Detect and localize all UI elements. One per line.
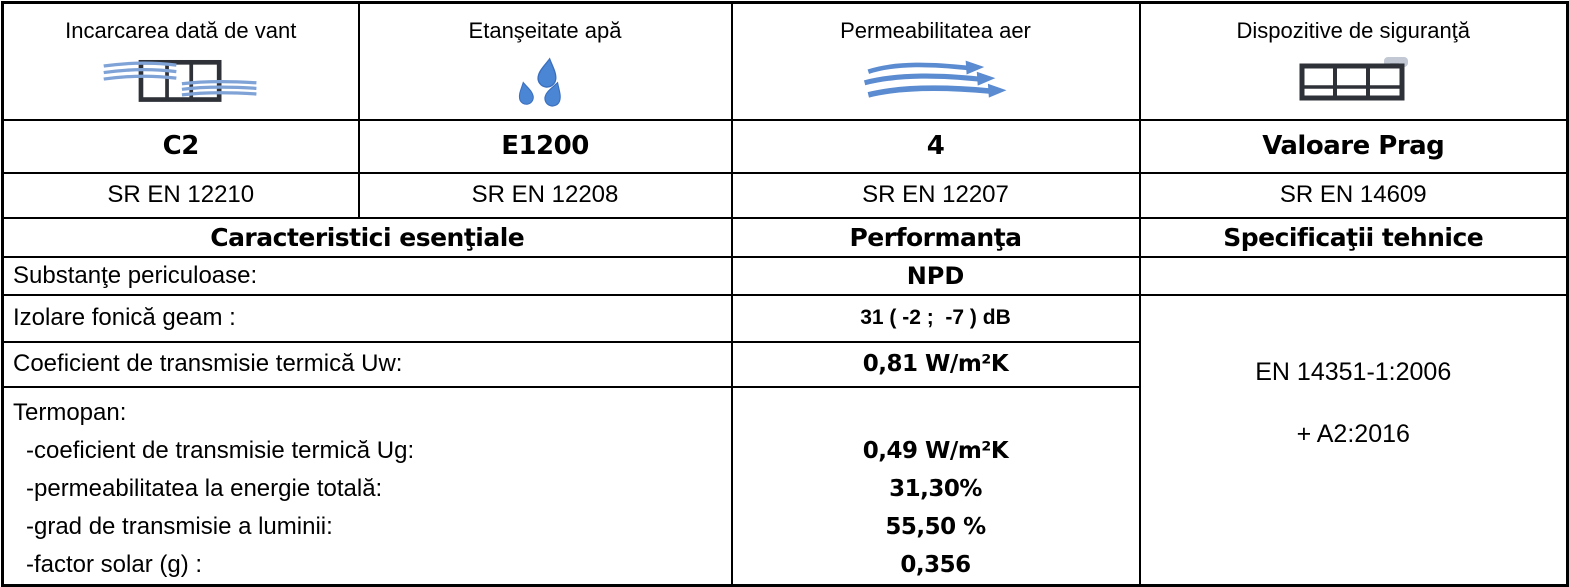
- water-tightness-class: E1200: [357, 118, 733, 174]
- termopan-value-spacer: [734, 394, 1138, 432]
- acoustic-insulation-label: Izolare fonică geam :: [1, 293, 733, 343]
- spec-standard-cell: EN 14351-1:2006 + A2:2016: [1138, 293, 1569, 586]
- air-permeability-label: Permeabilitatea aer: [840, 18, 1031, 43]
- wind-load-label: Incarcarea dată de vant: [65, 18, 297, 43]
- performance-header: Performanţa: [730, 216, 1141, 258]
- technical-specs-header: Specificaţii tehnice: [1138, 216, 1569, 258]
- air-permeability-standard: SR EN 12207: [730, 171, 1141, 219]
- uw-coefficient-row: Coeficient de transmisie termică Uw: 0,8…: [1, 340, 1568, 388]
- termopan-light-label: -grad de transmisie a luminii:: [26, 512, 333, 540]
- air-permeability-class: 4: [730, 118, 1141, 174]
- class-values-row: C2 E1200 4 Valoare Prag: [1, 118, 1569, 174]
- termopan-energy-label: -permeabilitatea la energie totală:: [26, 474, 383, 502]
- section-header-row: Caracteristici esenţiale Performanţa Spe…: [1, 216, 1569, 258]
- hazardous-substances-row: Substanţe periculoase: NPD: [1, 255, 1569, 296]
- termopan-ug-value: 0,49 W/m²K: [862, 437, 1009, 464]
- spec-standard-line1: EN 14351-1:2006: [1255, 357, 1452, 386]
- safety-devices-class: Valoare Prag: [1138, 118, 1569, 174]
- termopan-solar-label: -factor solar (g) :: [26, 550, 203, 578]
- safety-devices-standard: SR EN 14609: [1138, 171, 1569, 219]
- essential-characteristics-header: Caracteristici esenţiale: [1, 216, 733, 258]
- hazardous-substances-value: NPD: [730, 255, 1141, 296]
- termopan-labels-cell: Termopan: -coeficient de transmisie term…: [1, 385, 733, 586]
- termopan-light-value: 55,50 %: [885, 513, 986, 540]
- water-tightness-label: Etanşeitate apă: [468, 18, 622, 43]
- air-waves-icon: [734, 50, 1138, 110]
- hazardous-substances-spec-cell-empty: [1138, 255, 1569, 296]
- uw-coefficient-value: 0,81 W/m²K: [730, 340, 1141, 388]
- uw-coefficient-label: Coeficient de transmisie termică Uw:: [1, 340, 733, 388]
- wind-load-standard: SR EN 12210: [1, 171, 360, 219]
- cell-wind-load-header: Incarcarea dată de vant: [1, 1, 360, 121]
- termopan-row: Termopan: -coeficient de transmisie term…: [1, 385, 1568, 586]
- header-row: Incarcarea dată de vant Etanşeitate apă: [1, 1, 1569, 121]
- cell-air-permeability-header: Permeabilitatea aer: [730, 1, 1141, 121]
- standards-row: SR EN 12210 SR EN 12208 SR EN 12207 SR E…: [1, 171, 1569, 219]
- water-tightness-standard: SR EN 12208: [357, 171, 733, 219]
- spec-standard-line2: + A2:2016: [1296, 419, 1410, 448]
- termopan-energy-value: 31,30%: [889, 475, 982, 502]
- termopan-ug-label: -coeficient de transmisie termică Ug:: [26, 436, 415, 464]
- hazardous-substances-label: Substanţe periculoase:: [1, 255, 733, 296]
- termopan-solar-value: 0,356: [900, 551, 971, 578]
- cell-safety-devices-header: Dispozitive de siguranţă: [1138, 1, 1569, 121]
- termopan-title: Termopan:: [13, 398, 127, 426]
- window-frame-key-icon: [1142, 50, 1566, 110]
- acoustic-insulation-row: Izolare fonică geam : 31 ( -2 ; -7 ) dB …: [1, 293, 1569, 586]
- wind-load-class: C2: [1, 118, 360, 174]
- termopan-values-cell: 0,49 W/m²K 31,30% 55,50 % 0,356: [730, 385, 1141, 586]
- cell-water-tightness-header: Etanşeitate apă: [357, 1, 733, 121]
- safety-devices-label: Dispozitive de siguranţă: [1236, 18, 1471, 43]
- window-wind-icon: [5, 50, 357, 110]
- acoustic-insulation-value: 31 ( -2 ; -7 ) dB: [730, 293, 1141, 343]
- water-drops-icon: [361, 50, 730, 110]
